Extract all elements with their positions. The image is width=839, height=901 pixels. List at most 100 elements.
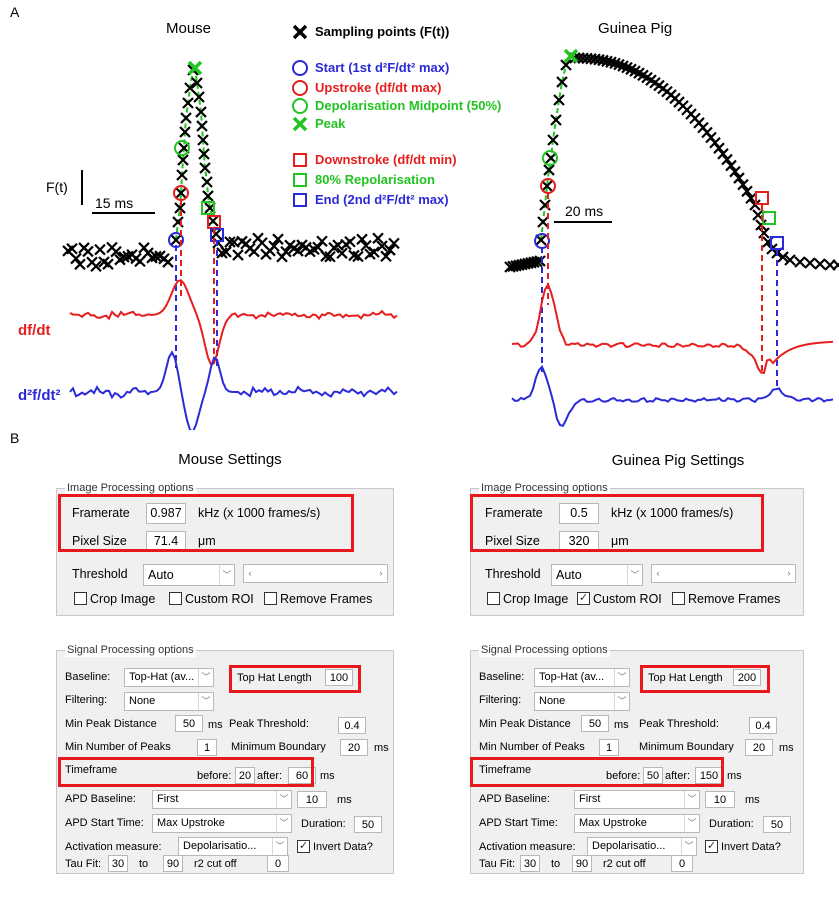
before-input[interactable]: 50 [643, 767, 663, 784]
framerate-input[interactable]: 0.987 [146, 503, 186, 524]
highlight-box [58, 494, 354, 552]
duration-label: Duration: [709, 818, 754, 830]
peak-marker-icon [563, 48, 579, 64]
tau-fit-to-input[interactable]: 90 [163, 855, 183, 872]
sampling-point-icon [372, 232, 384, 245]
threshold-dropdown[interactable]: Auto ﹀ [551, 564, 643, 586]
min-number-of-peaks-input[interactable]: 1 [197, 739, 217, 756]
guinea-trace-title: Guinea Pig [598, 20, 673, 37]
minimum-boundary-input[interactable]: 20 [745, 739, 773, 756]
sampling-point-icon [758, 227, 770, 239]
chevron-down-icon: ﹀ [272, 838, 287, 855]
legend-circle-icon [292, 98, 308, 114]
legend-circle-icon [292, 60, 308, 76]
sampling-point-icon [196, 120, 208, 132]
custom-roi-checkbox[interactable]: ✓ [577, 592, 590, 605]
sampling-point-icon [224, 236, 236, 248]
midpoint-marker-icon [174, 140, 190, 156]
sampling-point-icon [376, 240, 388, 252]
peak-threshold-input[interactable]: 0.4 [749, 717, 777, 734]
threshold-slider[interactable]: ‹ › [243, 564, 388, 583]
peak-threshold-label: Peak Threshold: [639, 718, 719, 730]
legend-entry-label: Depolarisation Midpoint (50%) [315, 98, 501, 113]
custom-roi-checkbox[interactable] [169, 592, 182, 605]
apd-baseline-value: First [157, 793, 179, 805]
baseline-dropdown[interactable]: Top-Hat (av... ﹀ [124, 668, 214, 687]
chevron-down-icon: ﹀ [276, 791, 291, 808]
sampling-point-icon [180, 112, 192, 124]
guinea-scale-label: 20 ms [565, 203, 603, 219]
apd-start-time-dropdown[interactable]: Max Upstroke ﹀ [152, 814, 292, 833]
sampling-point-icon [729, 165, 741, 178]
r2-cutoff-input[interactable]: 0 [671, 855, 693, 872]
pixel-size-unit: μm [198, 534, 216, 548]
min-peak-distance-input[interactable]: 50 [581, 715, 609, 732]
invert-data-checkbox[interactable]: ✓ [297, 840, 310, 853]
after-input[interactable]: 60 [288, 767, 316, 784]
apd-baseline-label: APD Baseline: [479, 793, 550, 805]
apd-baseline-input[interactable]: 10 [705, 791, 735, 808]
filtering-dropdown[interactable]: None ﹀ [124, 692, 214, 711]
sampling-point-icon [170, 234, 182, 246]
invert-data-label: Invert Data? [721, 841, 781, 853]
apd-baseline-dropdown[interactable]: First ﹀ [574, 790, 700, 809]
sampling-point-icon [70, 252, 82, 265]
apd-baseline-input[interactable]: 10 [297, 791, 327, 808]
sampling-point-icon [556, 76, 568, 88]
apd-start-time-label: APD Start Time: [479, 817, 558, 829]
tau-fit-to-input[interactable]: 90 [572, 855, 592, 872]
tau-fit-from-input[interactable]: 30 [108, 855, 128, 872]
crop-image-checkbox[interactable] [74, 592, 87, 605]
sampling-point-icon [176, 169, 188, 181]
framerate-input[interactable]: 0.5 [559, 503, 599, 524]
r2-cutoff-label: r2 cut off [194, 858, 237, 870]
apd-start-time-dropdown[interactable]: Max Upstroke ﹀ [574, 814, 700, 833]
sampling-point-icon [198, 148, 210, 160]
chevron-left-icon[interactable]: ‹ [656, 568, 660, 578]
activation-measure-dropdown[interactable]: Depolarisatio... ﹀ [178, 837, 288, 856]
chevron-right-icon[interactable]: › [379, 568, 383, 578]
sampling-point-icon [352, 250, 364, 263]
sampling-point-icon [197, 134, 209, 146]
tau-fit-from-input[interactable]: 30 [520, 855, 540, 872]
filtering-dropdown[interactable]: None ﹀ [534, 692, 630, 711]
chevron-left-icon[interactable]: ‹ [248, 568, 252, 578]
timeframe-label: Timeframe [65, 764, 118, 776]
sampling-point-icon [368, 246, 380, 258]
top-hat-length-input[interactable]: 200 [733, 669, 761, 686]
group-title: Signal Processing options [479, 643, 610, 657]
apd-baseline-dropdown[interactable]: First ﹀ [152, 790, 292, 809]
chevron-right-icon[interactable]: › [787, 568, 791, 578]
threshold-slider[interactable]: ‹ › [651, 564, 796, 583]
min-number-of-peaks-input[interactable]: 1 [599, 739, 619, 756]
pixel-size-input[interactable]: 320 [559, 531, 599, 552]
apd-start-time-label: APD Start Time: [65, 817, 144, 829]
min-peak-distance-input[interactable]: 50 [175, 715, 203, 732]
sampling-point-icon [162, 256, 174, 268]
filtering-label: Filtering: [479, 694, 522, 706]
peak-threshold-input[interactable]: 0.4 [338, 717, 366, 734]
invert-data-checkbox[interactable]: ✓ [705, 840, 718, 853]
baseline-dropdown[interactable]: Top-Hat (av... ﹀ [534, 668, 630, 687]
after-label: after: [257, 770, 283, 782]
sampling-point-icon [193, 91, 205, 103]
duration-input[interactable]: 50 [354, 816, 382, 833]
activation-measure-dropdown[interactable]: Depolarisatio... ﹀ [587, 837, 697, 856]
chevron-down-icon: ﹀ [219, 565, 234, 585]
r2-cutoff-label: r2 cut off [603, 858, 646, 870]
remove-frames-checkbox[interactable] [264, 592, 277, 605]
minimum-boundary-input[interactable]: 20 [340, 739, 368, 756]
crop-image-checkbox[interactable] [487, 592, 500, 605]
sampling-point-icon [312, 241, 324, 254]
sampling-point-icon [737, 178, 749, 191]
sampling-point-icon [316, 235, 328, 248]
threshold-dropdown[interactable]: Auto ﹀ [143, 564, 235, 586]
crop-image-label: Crop Image [90, 592, 156, 606]
duration-input[interactable]: 50 [763, 816, 791, 833]
r2-cutoff-input[interactable]: 0 [267, 855, 289, 872]
sampling-point-icon [174, 202, 186, 214]
before-input[interactable]: 20 [235, 767, 255, 784]
top-hat-length-input[interactable]: 100 [325, 669, 353, 686]
remove-frames-checkbox[interactable] [672, 592, 685, 605]
sampling-point-icon [784, 254, 796, 266]
